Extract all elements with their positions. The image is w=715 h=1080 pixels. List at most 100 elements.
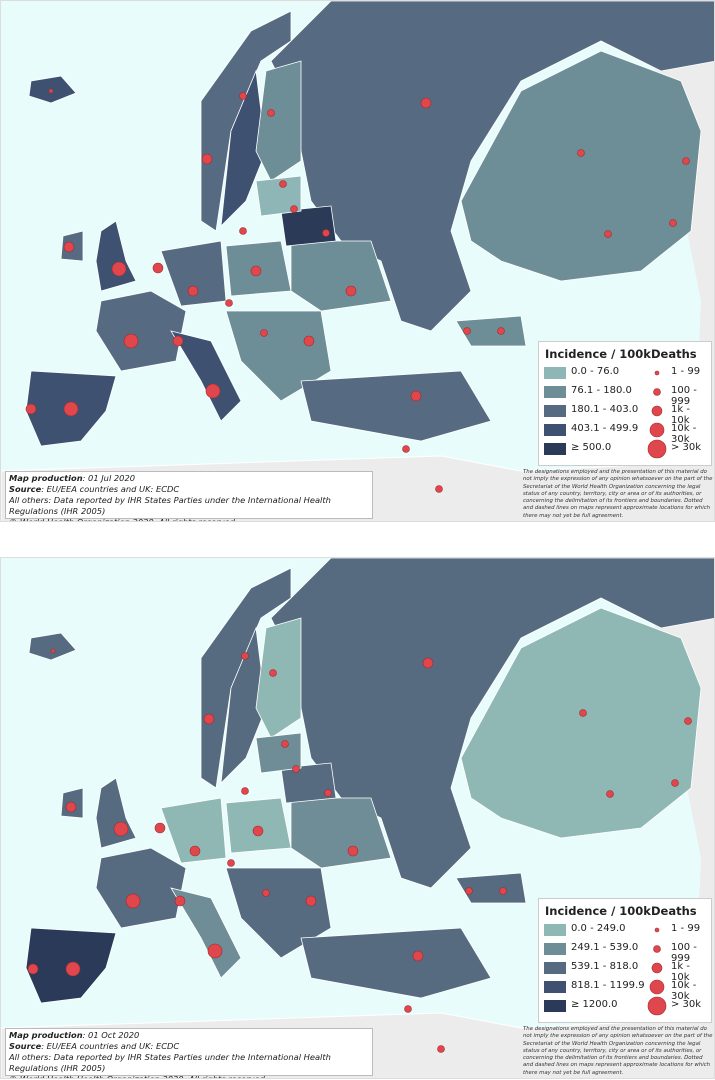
death-marker: [606, 790, 614, 798]
legend-marker: [647, 996, 667, 1016]
death-marker: [125, 893, 141, 909]
death-marker: [604, 230, 612, 238]
note-line: Map production: 01 Oct 2020: [9, 1030, 369, 1041]
legend-marker: [651, 962, 663, 974]
legend-label: 10k - 30k: [671, 980, 697, 1002]
country: [200, 567, 292, 789]
country: [220, 626, 267, 785]
map: [1, 1, 714, 521]
death-marker: [345, 285, 357, 297]
death-marker: [260, 329, 268, 337]
death-marker: [187, 285, 199, 297]
legend-label: > 30k: [671, 442, 702, 453]
legend-symbols: [544, 367, 667, 459]
legend-label: 100 - 999: [671, 942, 697, 964]
death-marker: [205, 383, 221, 399]
death-marker: [422, 657, 434, 669]
legend-swatch: [544, 443, 566, 455]
death-marker: [189, 845, 201, 857]
country: [95, 220, 137, 292]
death-marker: [322, 229, 330, 237]
country: [170, 330, 242, 422]
death-marker: [305, 895, 317, 907]
death-marker: [250, 265, 262, 277]
death-marker: [65, 961, 81, 977]
death-marker: [410, 390, 422, 402]
death-marker: [239, 92, 247, 100]
note-text: : EU/EEA countries and UK: ECDC: [41, 484, 180, 494]
country: [280, 205, 337, 247]
death-marker: [281, 740, 289, 748]
death-marker: [111, 261, 127, 277]
death-marker: [152, 262, 164, 274]
country: [280, 762, 337, 804]
legend-label: 249.1 - 539.0: [571, 942, 639, 953]
legend-swatch: [544, 943, 566, 955]
legend-label: 1 - 99: [671, 366, 701, 377]
disclaimer: The designations employed and the presen…: [523, 1026, 713, 1076]
legend-title: Incidence / 100k: [545, 347, 651, 361]
legend: Incidence / 100k Deaths 0.0 - 76.0 76.1 - 1…: [538, 341, 712, 466]
note-label: Source: [9, 1041, 42, 1051]
death-marker: [63, 241, 75, 253]
note-text: © World Health Health Organization 2020.…: [9, 1074, 268, 1079]
disclaimer: The designations employed and the presen…: [523, 469, 713, 519]
legend-label: 100 - 999: [671, 385, 697, 407]
death-marker: [123, 333, 139, 349]
death-marker: [499, 887, 507, 895]
legend-swatch: [544, 424, 566, 436]
legend-label: 180.1 - 403.0: [571, 404, 639, 415]
death-marker: [435, 485, 443, 493]
country: [255, 175, 302, 217]
legend-title: Incidence / 100k: [545, 904, 651, 918]
death-marker: [437, 1045, 445, 1053]
notes: Map production: 01 Oct 2020 Source: EU/EE…: [5, 1028, 373, 1079]
legend-label: 1k - 10k: [671, 961, 690, 983]
legend-swatch: [544, 981, 566, 993]
legend-swatch: [544, 1000, 566, 1012]
death-marker: [174, 895, 186, 907]
country: [95, 290, 187, 372]
country: [255, 60, 302, 182]
death-marker: [203, 713, 215, 725]
country: [460, 50, 702, 282]
death-marker: [684, 717, 692, 725]
death-marker: [465, 887, 473, 895]
death-marker: [172, 335, 184, 347]
country: [255, 732, 302, 774]
death-marker: [25, 403, 37, 415]
legend-marker: [653, 945, 661, 953]
death-marker: [48, 88, 54, 94]
death-marker: [292, 765, 300, 773]
death-marker: [682, 157, 690, 165]
legend-label: 0.0 - 249.0: [571, 923, 626, 934]
legend-marker: [651, 405, 663, 417]
country: [255, 617, 302, 739]
note-line: Map production: 01 Jul 2020: [9, 473, 369, 484]
legend-title: Deaths: [651, 347, 697, 361]
death-marker: [65, 801, 77, 813]
legend-label: ≥ 1200.0: [571, 999, 618, 1010]
notes: Map production: 01 Jul 2020 Source: EU/EE…: [5, 471, 373, 521]
death-marker: [63, 401, 79, 417]
legend-label: 10k - 30k: [671, 423, 697, 445]
death-marker: [252, 825, 264, 837]
death-marker: [27, 963, 39, 975]
note-line: Source: EU/EEA countries and UK: ECDC: [9, 1041, 369, 1052]
country: [160, 797, 227, 864]
death-marker: [227, 859, 235, 867]
death-marker: [50, 648, 56, 654]
country: [95, 847, 187, 929]
legend-label: 403.1 - 499.9: [571, 423, 639, 434]
legend-label: 76.1 - 180.0: [571, 385, 632, 396]
map-panel: Incidence / 100k Deaths 0.0 - 249.0 249.1 -…: [0, 557, 715, 1079]
note-text: : 01 Oct 2020: [82, 1030, 140, 1040]
country: [455, 315, 527, 347]
death-marker: [262, 889, 270, 897]
legend-swatch: [544, 405, 566, 417]
note-label: Map production: [9, 473, 83, 483]
legend-marker: [649, 422, 665, 438]
death-marker: [225, 299, 233, 307]
death-marker: [303, 335, 315, 347]
